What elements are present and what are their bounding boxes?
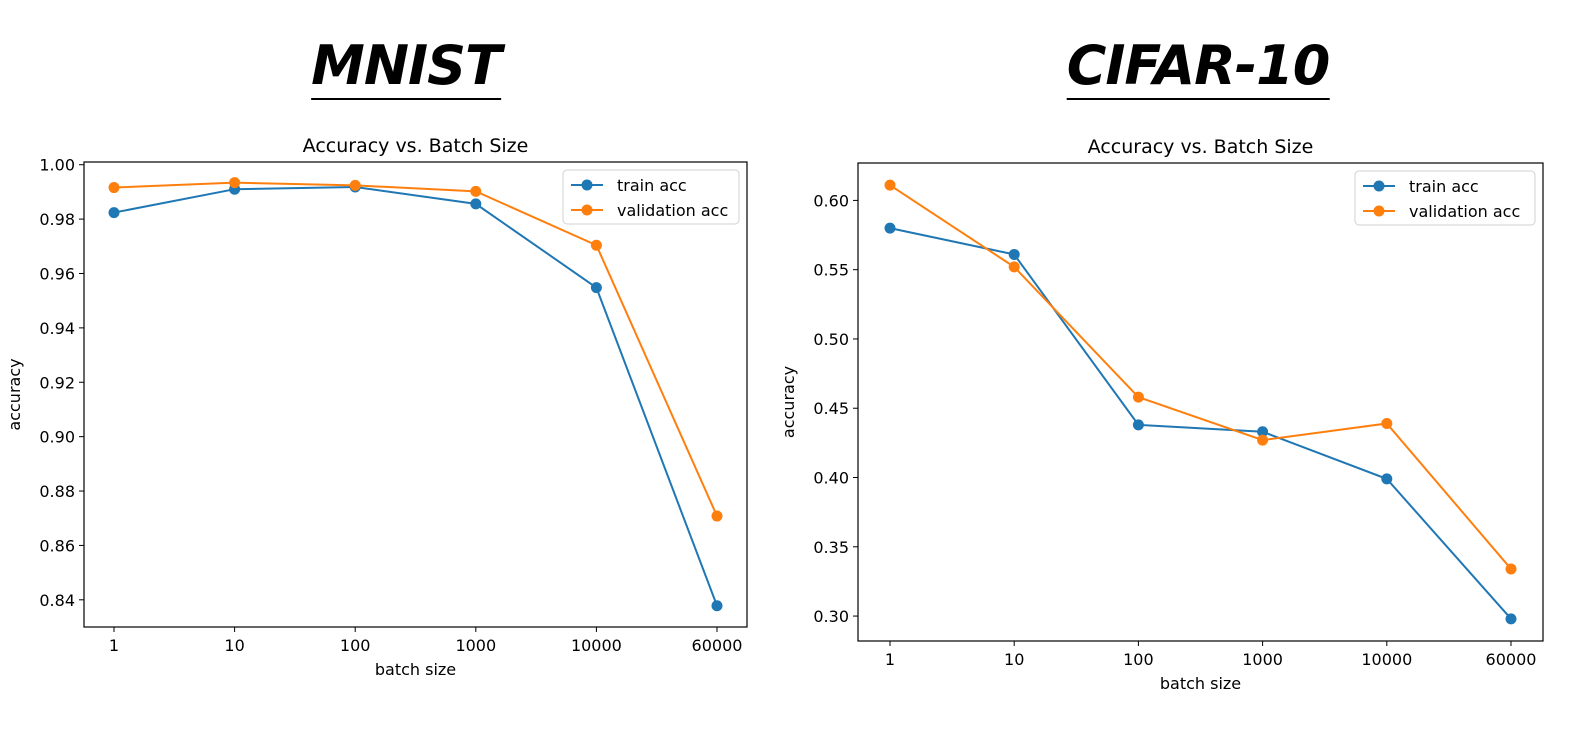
data-point-validation — [1381, 417, 1393, 429]
data-point-validation — [470, 185, 482, 197]
y-tick-label: 0.98 — [39, 210, 75, 229]
data-point-validation — [1132, 391, 1144, 403]
x-tick-label: 100 — [340, 636, 371, 655]
data-point-train — [108, 207, 120, 219]
plot-frame — [857, 162, 1544, 642]
mnist-panel-title: MNIST — [311, 36, 502, 100]
data-point-validation — [1257, 434, 1269, 446]
data-point-train — [1008, 248, 1020, 260]
legend-label: validation acc — [1409, 202, 1520, 221]
series-line-train — [113, 186, 718, 607]
legend-swatch-marker — [1373, 205, 1385, 217]
y-axis-label: accuracy — [779, 366, 798, 438]
y-tick-label: 0.50 — [813, 330, 849, 349]
y-tick-label: 0.92 — [39, 373, 75, 392]
y-tick-label: 0.45 — [813, 399, 849, 418]
x-tick-label: 1000 — [455, 636, 496, 655]
series-line-train — [889, 227, 1512, 620]
data-point-validation — [1008, 261, 1020, 273]
y-tick-label: 1.00 — [39, 156, 75, 175]
x-tick-label: 10 — [224, 636, 244, 655]
y-tick-label: 0.96 — [39, 264, 75, 283]
y-tick-label: 0.94 — [39, 319, 75, 338]
legend-label: train acc — [1409, 177, 1479, 196]
data-point-validation — [1505, 563, 1517, 575]
legend-swatch-marker — [581, 179, 593, 191]
data-point-train — [470, 198, 482, 210]
legend-swatch-marker — [581, 204, 593, 216]
y-tick-label: 0.84 — [39, 591, 75, 610]
legend-box — [562, 169, 740, 225]
x-tick-label: 60000 — [692, 636, 743, 655]
data-point-train — [1257, 426, 1269, 438]
y-tick-label: 0.90 — [39, 428, 75, 447]
legend-box — [1354, 170, 1536, 226]
data-point-validation — [108, 182, 120, 194]
plot-frame — [83, 161, 748, 628]
x-tick-label: 10000 — [1361, 650, 1412, 669]
series-line-validation — [113, 181, 718, 517]
data-point-validation — [590, 239, 602, 251]
y-axis-label: accuracy — [5, 358, 24, 430]
data-point-validation — [349, 179, 361, 191]
x-axis-label: batch size — [375, 660, 456, 679]
series-line-validation — [889, 184, 1512, 570]
cifar10-panel-title: CIFAR-10 — [1066, 36, 1330, 100]
chart-title: Accuracy vs. Batch Size — [1088, 136, 1314, 158]
data-point-validation — [711, 510, 723, 522]
data-point-train — [1132, 419, 1144, 431]
y-tick-label: 0.55 — [813, 261, 849, 280]
x-tick-label: 1 — [109, 636, 119, 655]
data-point-train — [1505, 613, 1517, 625]
x-axis-label: batch size — [1160, 674, 1241, 693]
chart-title: Accuracy vs. Batch Size — [303, 135, 529, 157]
y-tick-label: 0.60 — [813, 191, 849, 210]
x-tick-label: 100 — [1123, 650, 1154, 669]
data-point-validation — [884, 179, 896, 191]
x-tick-label: 10 — [1004, 650, 1024, 669]
y-tick-label: 0.40 — [813, 469, 849, 488]
legend-swatch-marker — [1373, 180, 1385, 192]
y-tick-label: 0.35 — [813, 538, 849, 557]
y-tick-label: 0.86 — [39, 536, 75, 555]
y-tick-label: 0.30 — [813, 607, 849, 626]
x-tick-label: 1 — [885, 650, 895, 669]
data-point-train — [884, 222, 896, 234]
data-point-validation — [229, 177, 241, 189]
data-point-train — [590, 282, 602, 294]
legend-label: train acc — [617, 176, 687, 195]
x-tick-label: 10000 — [571, 636, 622, 655]
data-point-train — [1381, 473, 1393, 485]
y-tick-label: 0.88 — [39, 482, 75, 501]
x-tick-label: 1000 — [1242, 650, 1283, 669]
x-tick-label: 60000 — [1486, 650, 1537, 669]
data-point-train — [711, 600, 723, 612]
legend-label: validation acc — [617, 201, 728, 220]
